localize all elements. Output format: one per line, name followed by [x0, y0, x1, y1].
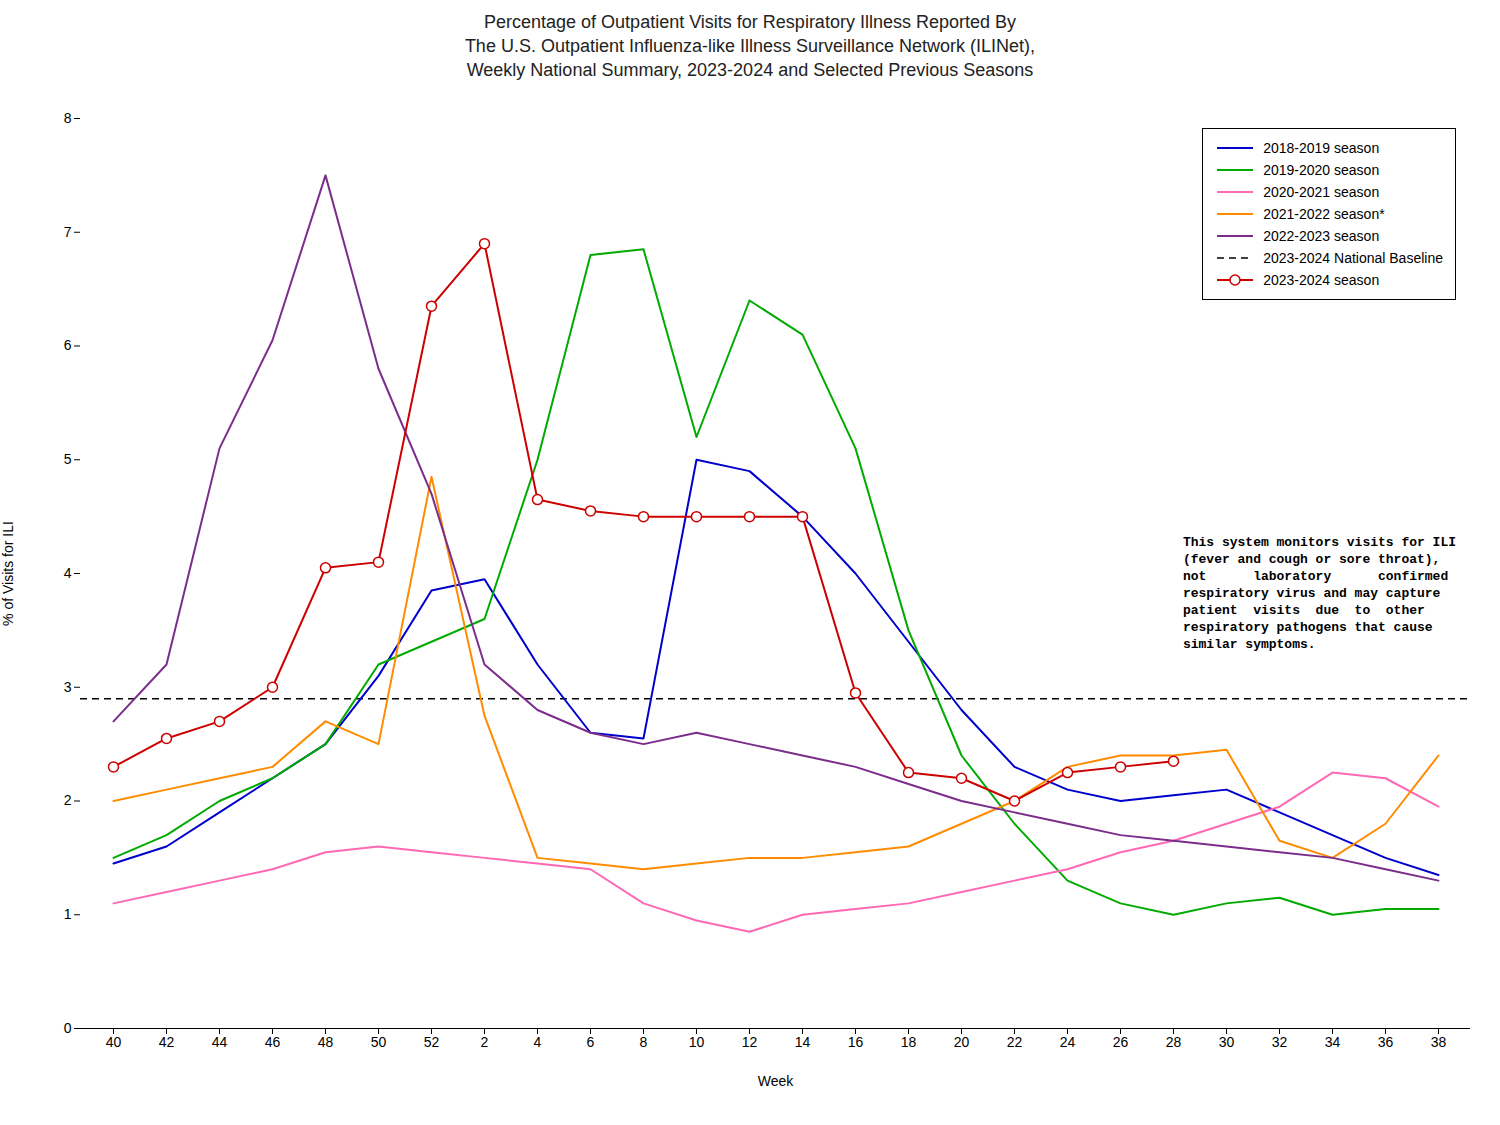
svg-text:40: 40 — [106, 1034, 122, 1050]
svg-text:6: 6 — [64, 337, 72, 353]
svg-text:20: 20 — [954, 1034, 970, 1050]
svg-text:32: 32 — [1272, 1034, 1288, 1050]
html-text:2021-2022 season*: 2021-2022 season* — [1263, 206, 1385, 222]
svg-text:38: 38 — [1431, 1034, 1447, 1050]
svg-text:4: 4 — [534, 1034, 542, 1050]
html-text:This system monitors visits fo: This system monitors visits for ILI (fev… — [1183, 534, 1456, 652]
svg-text:10: 10 — [689, 1034, 705, 1050]
svg-text:46: 46 — [265, 1034, 281, 1050]
html-text:2022-2023 season: 2022-2023 season — [1263, 228, 1380, 244]
svg-text:26: 26 — [1113, 1034, 1129, 1050]
svg-text:2: 2 — [64, 792, 72, 808]
svg-text:0: 0 — [64, 1020, 72, 1036]
svg-text:28: 28 — [1166, 1034, 1182, 1050]
html-text:2018-2019 season: 2018-2019 season — [1263, 140, 1380, 156]
svg-text:30: 30 — [1219, 1034, 1235, 1050]
svg-text:12: 12 — [742, 1034, 758, 1050]
svg-text:7: 7 — [64, 224, 72, 240]
html-text:Percentage of Outpatient Visit: Percentage of Outpatient Visits for Resp… — [464, 12, 1036, 80]
svg-text:5: 5 — [64, 451, 72, 467]
svg-text:8: 8 — [64, 110, 72, 126]
svg-text:22: 22 — [1007, 1034, 1023, 1050]
svg-text:16: 16 — [848, 1034, 864, 1050]
svg-text:50: 50 — [371, 1034, 387, 1050]
svg-text:8: 8 — [640, 1034, 648, 1050]
html-text:2023-2024 National Baseline: 2023-2024 National Baseline — [1263, 250, 1443, 266]
svg-text:48: 48 — [318, 1034, 334, 1050]
svg-text:3: 3 — [64, 679, 72, 695]
svg-text:% of Visits for ILI: % of Visits for ILI — [0, 521, 16, 626]
svg-text:44: 44 — [212, 1034, 228, 1050]
svg-text:18: 18 — [901, 1034, 917, 1050]
html-text:2020-2021 season: 2020-2021 season — [1263, 184, 1380, 200]
svg-text:4: 4 — [64, 565, 72, 581]
svg-text:14: 14 — [795, 1034, 811, 1050]
svg-text:34: 34 — [1325, 1034, 1341, 1050]
svg-text:1: 1 — [64, 906, 72, 922]
svg-text:6: 6 — [587, 1034, 595, 1050]
svg-text:Week: Week — [758, 1073, 795, 1089]
svg-text:24: 24 — [1060, 1034, 1076, 1050]
svg-text:52: 52 — [424, 1034, 440, 1050]
svg-text:2: 2 — [481, 1034, 489, 1050]
html-text:2023-2024 season: 2023-2024 season — [1263, 272, 1380, 288]
svg-text:36: 36 — [1378, 1034, 1394, 1050]
svg-text:42: 42 — [159, 1034, 175, 1050]
html-text:2019-2020 season: 2019-2020 season — [1263, 162, 1380, 178]
